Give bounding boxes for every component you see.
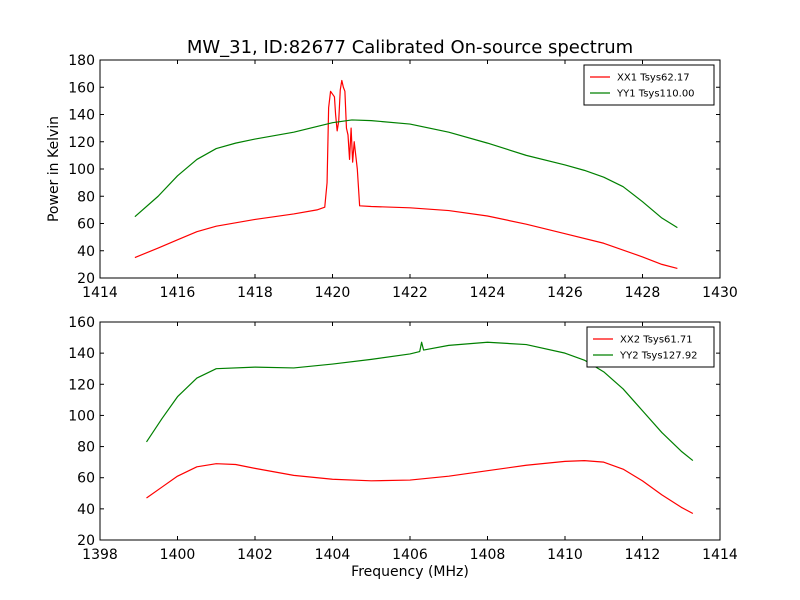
- x-tick-label: 1420: [315, 285, 351, 301]
- series-layer: [134, 79, 678, 270]
- y-tick-label: 20: [77, 533, 95, 549]
- legend: XX2 Tsys61.71 YY2 Tsys127.92: [586, 326, 715, 368]
- figure-ylabel: Power in Kelvin: [46, 116, 62, 222]
- y-tick-label: 160: [68, 80, 95, 96]
- legend-box: [586, 326, 715, 368]
- series-line-yy1: [134, 119, 678, 229]
- x-tick-label: 1418: [237, 285, 273, 301]
- x-tick-label: 1430: [702, 285, 738, 301]
- x-tick-label: 1400: [160, 547, 196, 563]
- x-tick-label: 1410: [547, 547, 583, 563]
- charts-layer: 1414 1416 1418 1420 1422 1424 1426 1428 1430 20 40…: [68, 53, 738, 563]
- x-tick-label: 1398: [82, 547, 118, 563]
- legend-label: XX2 Tsys61.71: [620, 335, 693, 346]
- y-tick-label: 120: [68, 377, 95, 393]
- x-tick-label: 1426: [547, 285, 583, 301]
- y-tick-label: 100: [68, 408, 95, 424]
- x-tick-label: 1422: [392, 285, 428, 301]
- y-tick-label: 140: [68, 108, 95, 124]
- legend-label: YY2 Tsys127.92: [619, 351, 698, 362]
- y-tick-label: 60: [77, 471, 95, 487]
- y-tick-label: 100: [68, 162, 95, 178]
- y-tick-label: 20: [77, 271, 95, 287]
- y-tick-label: 60: [77, 217, 95, 233]
- x-tick-label: 1424: [470, 285, 506, 301]
- y-tick-label: 160: [68, 315, 95, 331]
- legend: XX1 Tsys62.17 YY1 Tsys110.00: [583, 64, 715, 106]
- x-tick-label: 1406: [392, 547, 428, 563]
- legend-label: YY1 Tsys110.00: [616, 89, 695, 100]
- series-line-yy2: [146, 341, 694, 462]
- y-tick-label: 40: [77, 502, 95, 518]
- y-tick-label: 120: [68, 135, 95, 151]
- x-tick-label: 1404: [315, 547, 351, 563]
- x-tick-label: 1428: [625, 285, 661, 301]
- figure-title: MW_31, ID:82677 Calibrated On-source spe…: [187, 37, 633, 58]
- legend-box: [583, 64, 715, 106]
- y-tick-label: 80: [77, 440, 95, 456]
- y-tick-label: 40: [77, 244, 95, 260]
- legend-label: XX1 Tsys62.17: [617, 73, 690, 84]
- figure-xlabel: Frequency (MHz): [351, 564, 469, 580]
- chart-1: 1414 1416 1418 1420 1422 1424 1426 1428 1430 20 40…: [68, 53, 738, 301]
- x-tick-label: 1402: [237, 547, 273, 563]
- x-tick-label: 1412: [625, 547, 661, 563]
- x-tick-label: 1416: [160, 285, 196, 301]
- series-line-xx1: [134, 79, 678, 270]
- x-tick-label: 1408: [470, 547, 506, 563]
- x-tick-label: 1414: [82, 285, 118, 301]
- y-tick-label: 180: [68, 53, 95, 69]
- y-tick-label: 80: [77, 189, 95, 205]
- series-layer: [146, 341, 694, 515]
- y-tick-label: 140: [68, 346, 95, 362]
- chart-2: 1398 1400 1402 1404 1406 1408 1410 1412 1414 20 40…: [68, 315, 738, 563]
- x-tick-label: 1414: [702, 547, 738, 563]
- series-line-xx2: [146, 459, 694, 515]
